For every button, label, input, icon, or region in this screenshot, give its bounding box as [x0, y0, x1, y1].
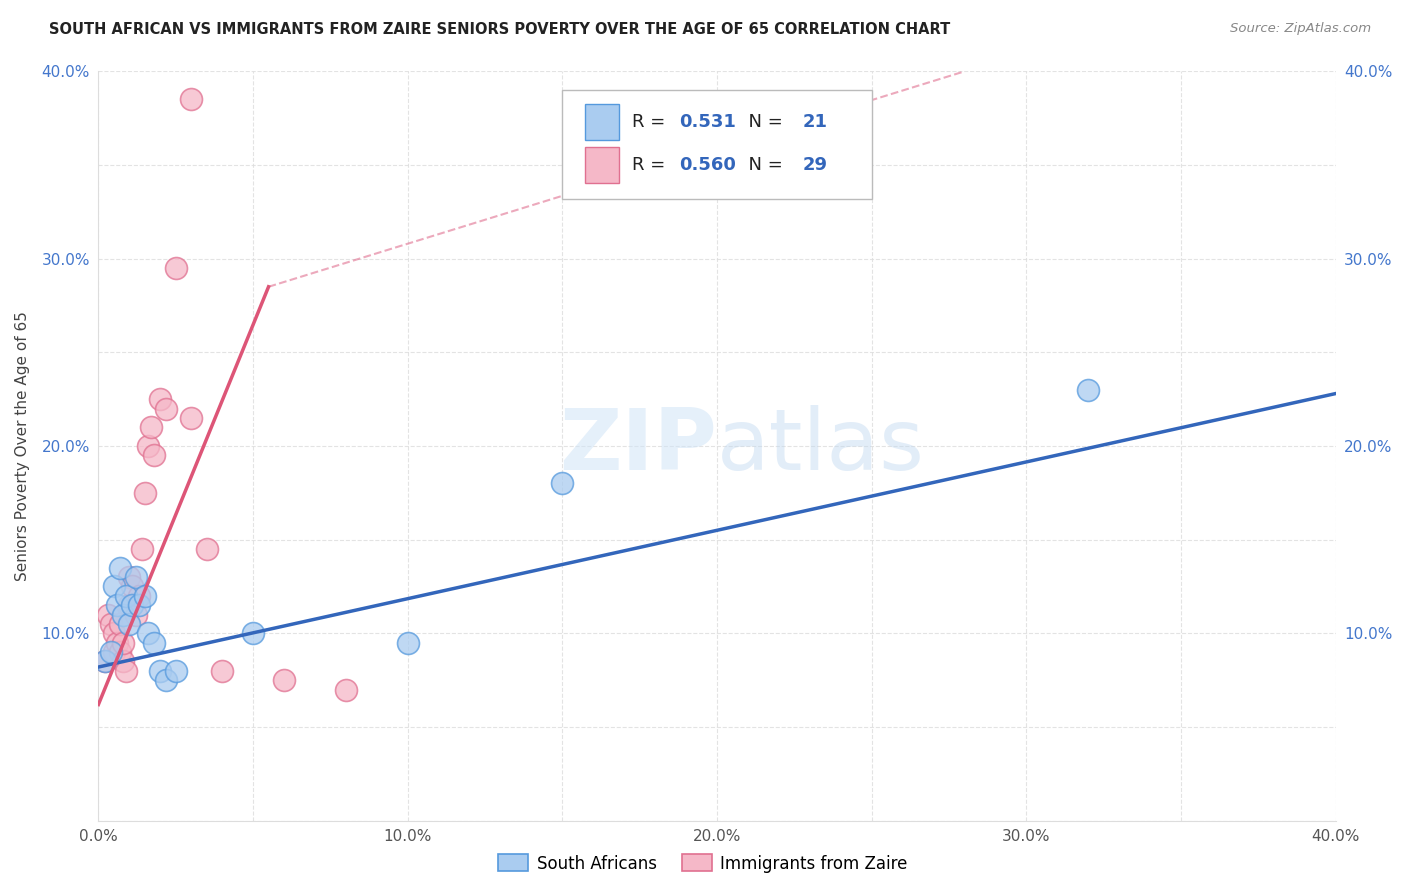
- Point: [242, 626, 264, 640]
- Point: [108, 645, 131, 659]
- Point: [551, 476, 574, 491]
- FancyBboxPatch shape: [562, 90, 872, 199]
- Text: N =: N =: [737, 113, 789, 131]
- Point: [136, 439, 159, 453]
- Point: [121, 599, 143, 613]
- Text: 21: 21: [803, 113, 828, 131]
- Text: 0.560: 0.560: [679, 156, 735, 174]
- Point: [93, 655, 115, 669]
- Point: [134, 589, 156, 603]
- Text: ZIP: ZIP: [560, 404, 717, 488]
- Point: [108, 617, 131, 632]
- Point: [100, 645, 122, 659]
- Point: [112, 607, 135, 622]
- Point: [396, 635, 419, 649]
- Point: [143, 449, 166, 463]
- Point: [165, 261, 187, 276]
- Point: [112, 655, 135, 669]
- Point: [121, 580, 143, 594]
- Point: [195, 542, 218, 557]
- Point: [143, 635, 166, 649]
- Text: Source: ZipAtlas.com: Source: ZipAtlas.com: [1230, 22, 1371, 36]
- Point: [165, 664, 187, 678]
- Point: [112, 635, 135, 649]
- Text: R =: R =: [631, 156, 671, 174]
- Text: 29: 29: [803, 156, 828, 174]
- Point: [93, 655, 115, 669]
- Point: [124, 570, 146, 584]
- Bar: [585, 104, 619, 140]
- Legend: South Africans, Immigrants from Zaire: South Africans, Immigrants from Zaire: [492, 847, 914, 880]
- Point: [180, 93, 202, 107]
- Point: [155, 673, 177, 688]
- Point: [139, 420, 162, 434]
- Point: [131, 542, 153, 557]
- Point: [124, 607, 146, 622]
- Point: [118, 570, 141, 584]
- Point: [128, 589, 150, 603]
- Point: [149, 664, 172, 678]
- Point: [103, 645, 125, 659]
- Point: [149, 392, 172, 407]
- Point: [115, 589, 138, 603]
- Point: [103, 580, 125, 594]
- Point: [100, 617, 122, 632]
- Point: [211, 664, 233, 678]
- Point: [118, 617, 141, 632]
- Point: [1077, 383, 1099, 397]
- Point: [108, 561, 131, 575]
- Y-axis label: Seniors Poverty Over the Age of 65: Seniors Poverty Over the Age of 65: [15, 311, 31, 581]
- Point: [105, 599, 128, 613]
- Point: [134, 486, 156, 500]
- Point: [335, 682, 357, 697]
- Text: N =: N =: [737, 156, 789, 174]
- Point: [180, 411, 202, 425]
- Point: [105, 635, 128, 649]
- Point: [118, 599, 141, 613]
- Text: R =: R =: [631, 113, 671, 131]
- Point: [136, 626, 159, 640]
- Point: [273, 673, 295, 688]
- Point: [128, 599, 150, 613]
- Point: [103, 626, 125, 640]
- Text: SOUTH AFRICAN VS IMMIGRANTS FROM ZAIRE SENIORS POVERTY OVER THE AGE OF 65 CORREL: SOUTH AFRICAN VS IMMIGRANTS FROM ZAIRE S…: [49, 22, 950, 37]
- Bar: [585, 147, 619, 183]
- Point: [115, 664, 138, 678]
- Point: [97, 607, 120, 622]
- Text: 0.531: 0.531: [679, 113, 735, 131]
- Text: atlas: atlas: [717, 404, 925, 488]
- Point: [155, 401, 177, 416]
